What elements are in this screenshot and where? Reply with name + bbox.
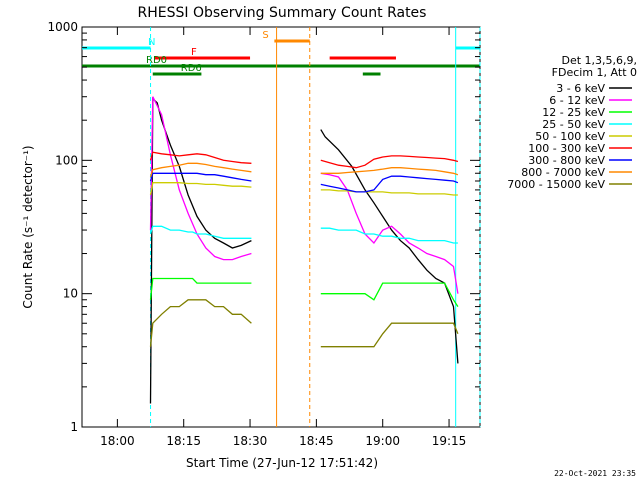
x-tick-label-2: 18:30 xyxy=(233,434,268,448)
series-line-4-part-0 xyxy=(149,182,252,196)
series-line-2-part-1 xyxy=(320,282,459,307)
legend-label-0: 3 - 6 keV xyxy=(556,82,605,95)
series-line-3-part-0 xyxy=(149,225,252,239)
series-line-3-part-1 xyxy=(320,227,458,244)
y-axis-label: Count Rate (s⁻¹ detector⁻¹) xyxy=(21,145,35,308)
status-label-rd6: RD6 xyxy=(181,63,202,74)
series-line-0-part-1 xyxy=(320,129,459,364)
y-tick-label-0: 1 xyxy=(70,420,78,434)
series-line-6-part-1 xyxy=(320,175,459,193)
status-label-n: N xyxy=(148,37,155,48)
timestamp-label: 22-Oct-2021 23:35 xyxy=(554,469,636,478)
legend-label-8: 7000 - 15000 keV xyxy=(507,178,605,191)
legend-label-7: 800 - 7000 keV xyxy=(521,166,605,179)
legend-header-line-1: FDecim 1, Att 0 xyxy=(552,66,637,79)
legend-label-4: 50 - 100 keV xyxy=(535,130,605,143)
series-line-5-part-1 xyxy=(320,155,459,169)
legend-header-line-0: Det 1,3,5,6,9, xyxy=(561,54,637,67)
series-line-1-part-1 xyxy=(320,172,459,294)
y-axis-ticks: 1 10 100 1000 xyxy=(47,20,480,434)
y-tick-label-1: 10 xyxy=(63,287,78,301)
series-line-7-part-1 xyxy=(320,167,459,176)
legend-label-2: 12 - 25 keV xyxy=(542,106,605,119)
x-tick-label-4: 19:00 xyxy=(365,434,400,448)
vertical-markers xyxy=(150,27,481,427)
y-tick-label-2: 100 xyxy=(55,153,78,167)
x-axis-ticks: 18:00 18:15 18:30 18:45 19:00 19:15 xyxy=(100,27,466,448)
series-line-4-part-1 xyxy=(320,189,458,196)
status-label-s: S xyxy=(262,30,268,41)
series-lines xyxy=(149,96,459,404)
series-line-7-part-0 xyxy=(149,162,252,178)
legend-label-3: 25 - 50 keV xyxy=(542,118,605,131)
legend-label-1: 6 - 12 keV xyxy=(549,94,605,107)
chart-title: RHESSI Observing Summary Count Rates xyxy=(138,5,427,21)
x-tick-label-3: 18:45 xyxy=(299,434,334,448)
legend: Det 1,3,5,6,9,FDecim 1, Att 0 3 - 6 keV6 … xyxy=(507,54,637,191)
x-tick-label-5: 19:15 xyxy=(432,434,467,448)
status-label-f: F xyxy=(191,47,197,58)
series-line-0-part-0 xyxy=(149,97,252,404)
series-line-8-part-0 xyxy=(149,299,252,347)
legend-label-6: 300 - 800 keV xyxy=(528,154,605,167)
x-axis-label: Start Time (27-Jun-12 17:51:42) xyxy=(186,456,378,470)
y-tick-label-3: 1000 xyxy=(47,20,78,34)
legend-label-5: 100 - 300 keV xyxy=(528,142,605,155)
status-label-rd0: RD0 xyxy=(146,55,167,66)
x-tick-label-0: 18:00 xyxy=(100,434,135,448)
series-line-6-part-0 xyxy=(149,172,252,182)
x-tick-label-1: 18:15 xyxy=(166,434,201,448)
plot-frame xyxy=(81,26,481,428)
status-bars: N S F RD0 RD6 xyxy=(82,30,480,76)
series-line-5-part-0 xyxy=(149,151,252,164)
series-line-8-part-1 xyxy=(320,322,459,348)
series-line-2-part-0 xyxy=(149,277,252,300)
